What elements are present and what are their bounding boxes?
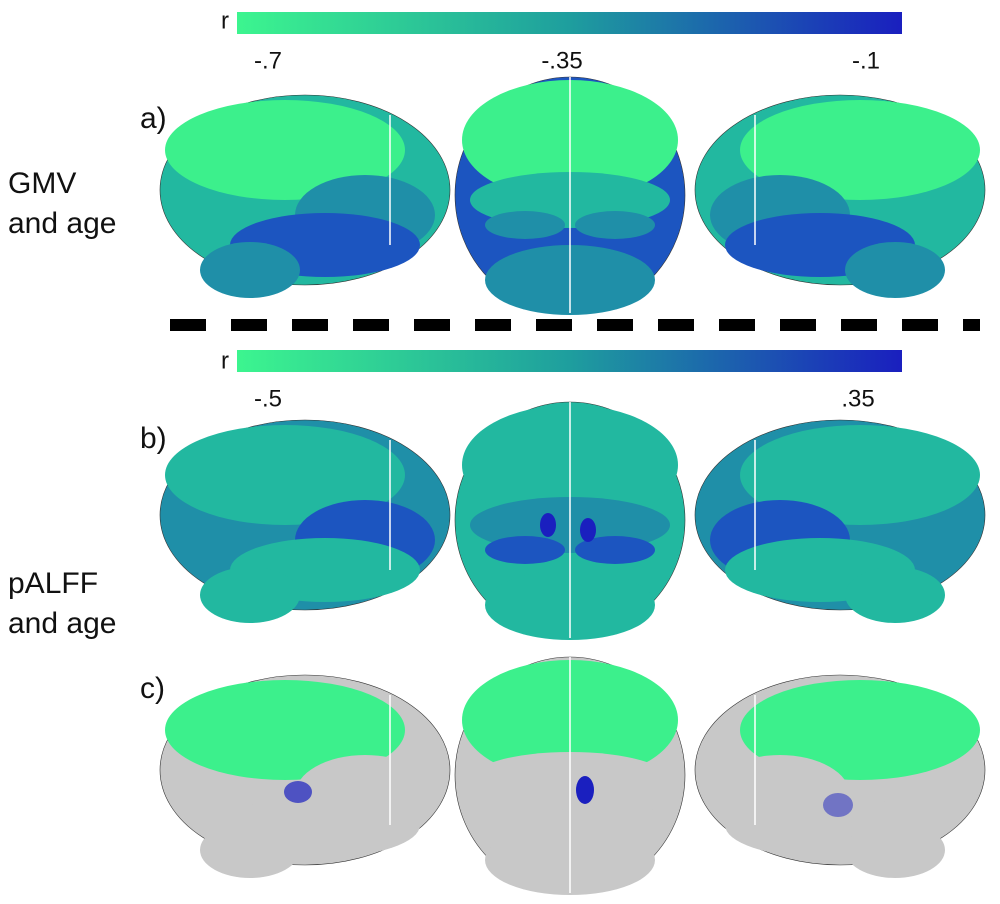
brain-region — [485, 211, 565, 239]
brain — [694, 94, 986, 298]
brain-region — [576, 776, 594, 804]
brain-region — [575, 211, 655, 239]
brain-region — [165, 680, 405, 780]
brain-region — [485, 536, 565, 564]
colorbar — [237, 350, 902, 372]
brain — [159, 94, 451, 298]
brain-region — [165, 425, 405, 525]
cerebellum — [200, 242, 300, 298]
caption: and age — [8, 607, 116, 640]
brain-region — [485, 791, 565, 819]
brain-region — [575, 791, 655, 819]
colorbar — [237, 12, 902, 34]
brain-region — [575, 536, 655, 564]
colorbar-tick: -.1 — [852, 47, 880, 74]
colorbar-label: r — [221, 7, 229, 34]
brain — [454, 401, 686, 640]
brain — [159, 674, 451, 878]
cerebellum — [200, 822, 300, 878]
caption: pALFF — [8, 567, 98, 600]
colorbar-tick: -.7 — [254, 47, 282, 74]
brain — [694, 674, 986, 878]
colorbar-tick: -.35 — [541, 47, 582, 74]
brain — [454, 656, 686, 895]
brain — [454, 76, 686, 315]
brain-region — [740, 680, 980, 780]
cerebellum — [845, 242, 945, 298]
panel-label: b) — [140, 422, 167, 455]
panel-label: a) — [140, 102, 167, 135]
brain-region — [740, 100, 980, 200]
caption: and age — [8, 207, 116, 240]
colorbar-tick: .35 — [841, 385, 874, 412]
brain — [694, 419, 986, 623]
brain-region — [165, 100, 405, 200]
cerebellum — [845, 567, 945, 623]
colorbar-label: r — [221, 347, 229, 374]
brain-region — [540, 513, 556, 537]
brain-region — [284, 781, 312, 803]
colorbar-tick: -.5 — [254, 385, 282, 412]
caption: GMV — [8, 167, 76, 200]
cerebellum — [200, 567, 300, 623]
brain-region — [740, 425, 980, 525]
brain — [159, 419, 451, 623]
brain-region — [580, 518, 596, 542]
cerebellum — [845, 822, 945, 878]
brain-region — [823, 793, 853, 817]
panel-label: c) — [140, 672, 165, 705]
